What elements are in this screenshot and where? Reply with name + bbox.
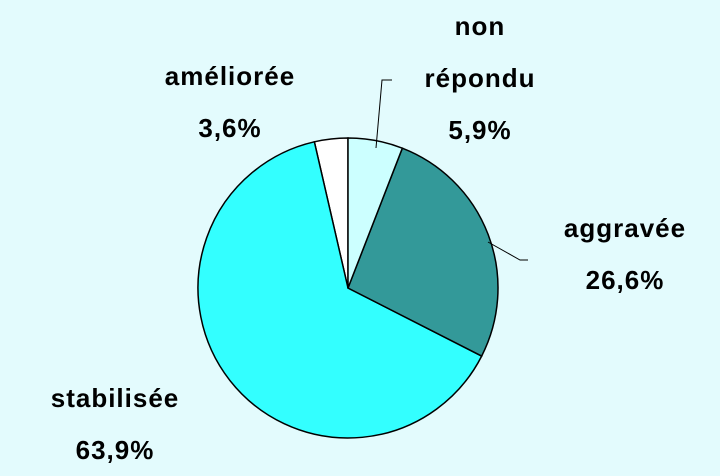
leader-line xyxy=(487,241,528,261)
slice-value: 63,9% xyxy=(75,435,155,465)
slice-value: 3,6% xyxy=(198,113,262,143)
slice-category: aggravée xyxy=(563,213,687,243)
slice-value: 5,9% xyxy=(448,115,512,145)
slice-label: stabilisée 63,9% xyxy=(10,372,220,476)
slice-value: 26,6% xyxy=(585,265,665,295)
slice-category: améliorée xyxy=(164,61,296,91)
slice-category: stabilisée xyxy=(50,383,180,413)
slice-category: non répondu xyxy=(424,11,536,93)
pie-slice xyxy=(197,140,483,439)
pie-slice xyxy=(347,147,499,358)
leader-line xyxy=(375,79,392,149)
slice-label: aggravée 26,6% xyxy=(525,202,720,306)
slice-label: non répondu 5,9% xyxy=(405,0,555,156)
slice-label: améliorée 3,6% xyxy=(125,50,335,154)
pie-slice xyxy=(347,137,404,289)
